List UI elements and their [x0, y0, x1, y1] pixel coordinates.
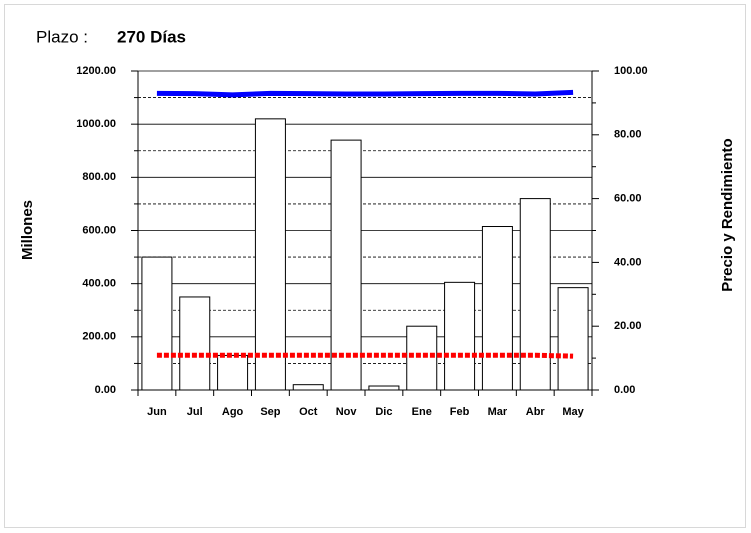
y-axis-title: Millones [19, 200, 36, 260]
bar [444, 281, 476, 391]
y2-tick-label: 100.00 [614, 65, 648, 77]
line-series [156, 352, 574, 359]
y-tick-label: 800.00 [82, 171, 116, 183]
bar [519, 198, 551, 391]
bar [141, 256, 173, 391]
y-tick-label: 0.00 [95, 384, 116, 396]
y-tick-label: 600.00 [82, 224, 116, 236]
y-tick-label: 1200.00 [76, 65, 116, 77]
x-tick-label: Mar [488, 406, 508, 418]
plazo-value: 270 Días [117, 27, 186, 46]
y-tick-label: 1000.00 [76, 118, 116, 130]
y2-axis-title: Precio y Rendimiento [719, 138, 736, 291]
x-tick-label: Feb [450, 406, 470, 418]
x-tick-label: Jun [147, 406, 167, 418]
x-tick-label: Nov [336, 406, 358, 418]
x-tick-label: Jul [187, 406, 203, 418]
x-tick-label: Ene [412, 406, 432, 418]
line-series [156, 89, 574, 98]
y2-tick-label: 40.00 [614, 256, 642, 268]
y-tick-label: 200.00 [82, 331, 116, 343]
bar [330, 139, 362, 391]
bar [481, 226, 513, 391]
y2-tick-label: 20.00 [614, 320, 642, 332]
plazo-label: Plazo : [36, 27, 88, 46]
y2-tick-label: 80.00 [614, 129, 642, 141]
bar [254, 118, 286, 391]
bar [179, 296, 211, 391]
x-tick-label: Oct [299, 406, 318, 418]
x-tick-label: Abr [526, 406, 546, 418]
x-tick-label: May [562, 406, 584, 418]
x-tick-label: Sep [260, 406, 280, 418]
y2-tick-label: 60.00 [614, 193, 642, 205]
bar [406, 325, 438, 391]
y-tick-label: 400.00 [82, 278, 116, 290]
x-tick-label: Ago [222, 406, 244, 418]
x-tick-label: Dic [375, 406, 392, 418]
y2-tick-label: 0.00 [614, 384, 635, 396]
bar [292, 384, 324, 391]
bar [557, 287, 589, 391]
bar [217, 354, 249, 391]
bar [368, 385, 400, 391]
